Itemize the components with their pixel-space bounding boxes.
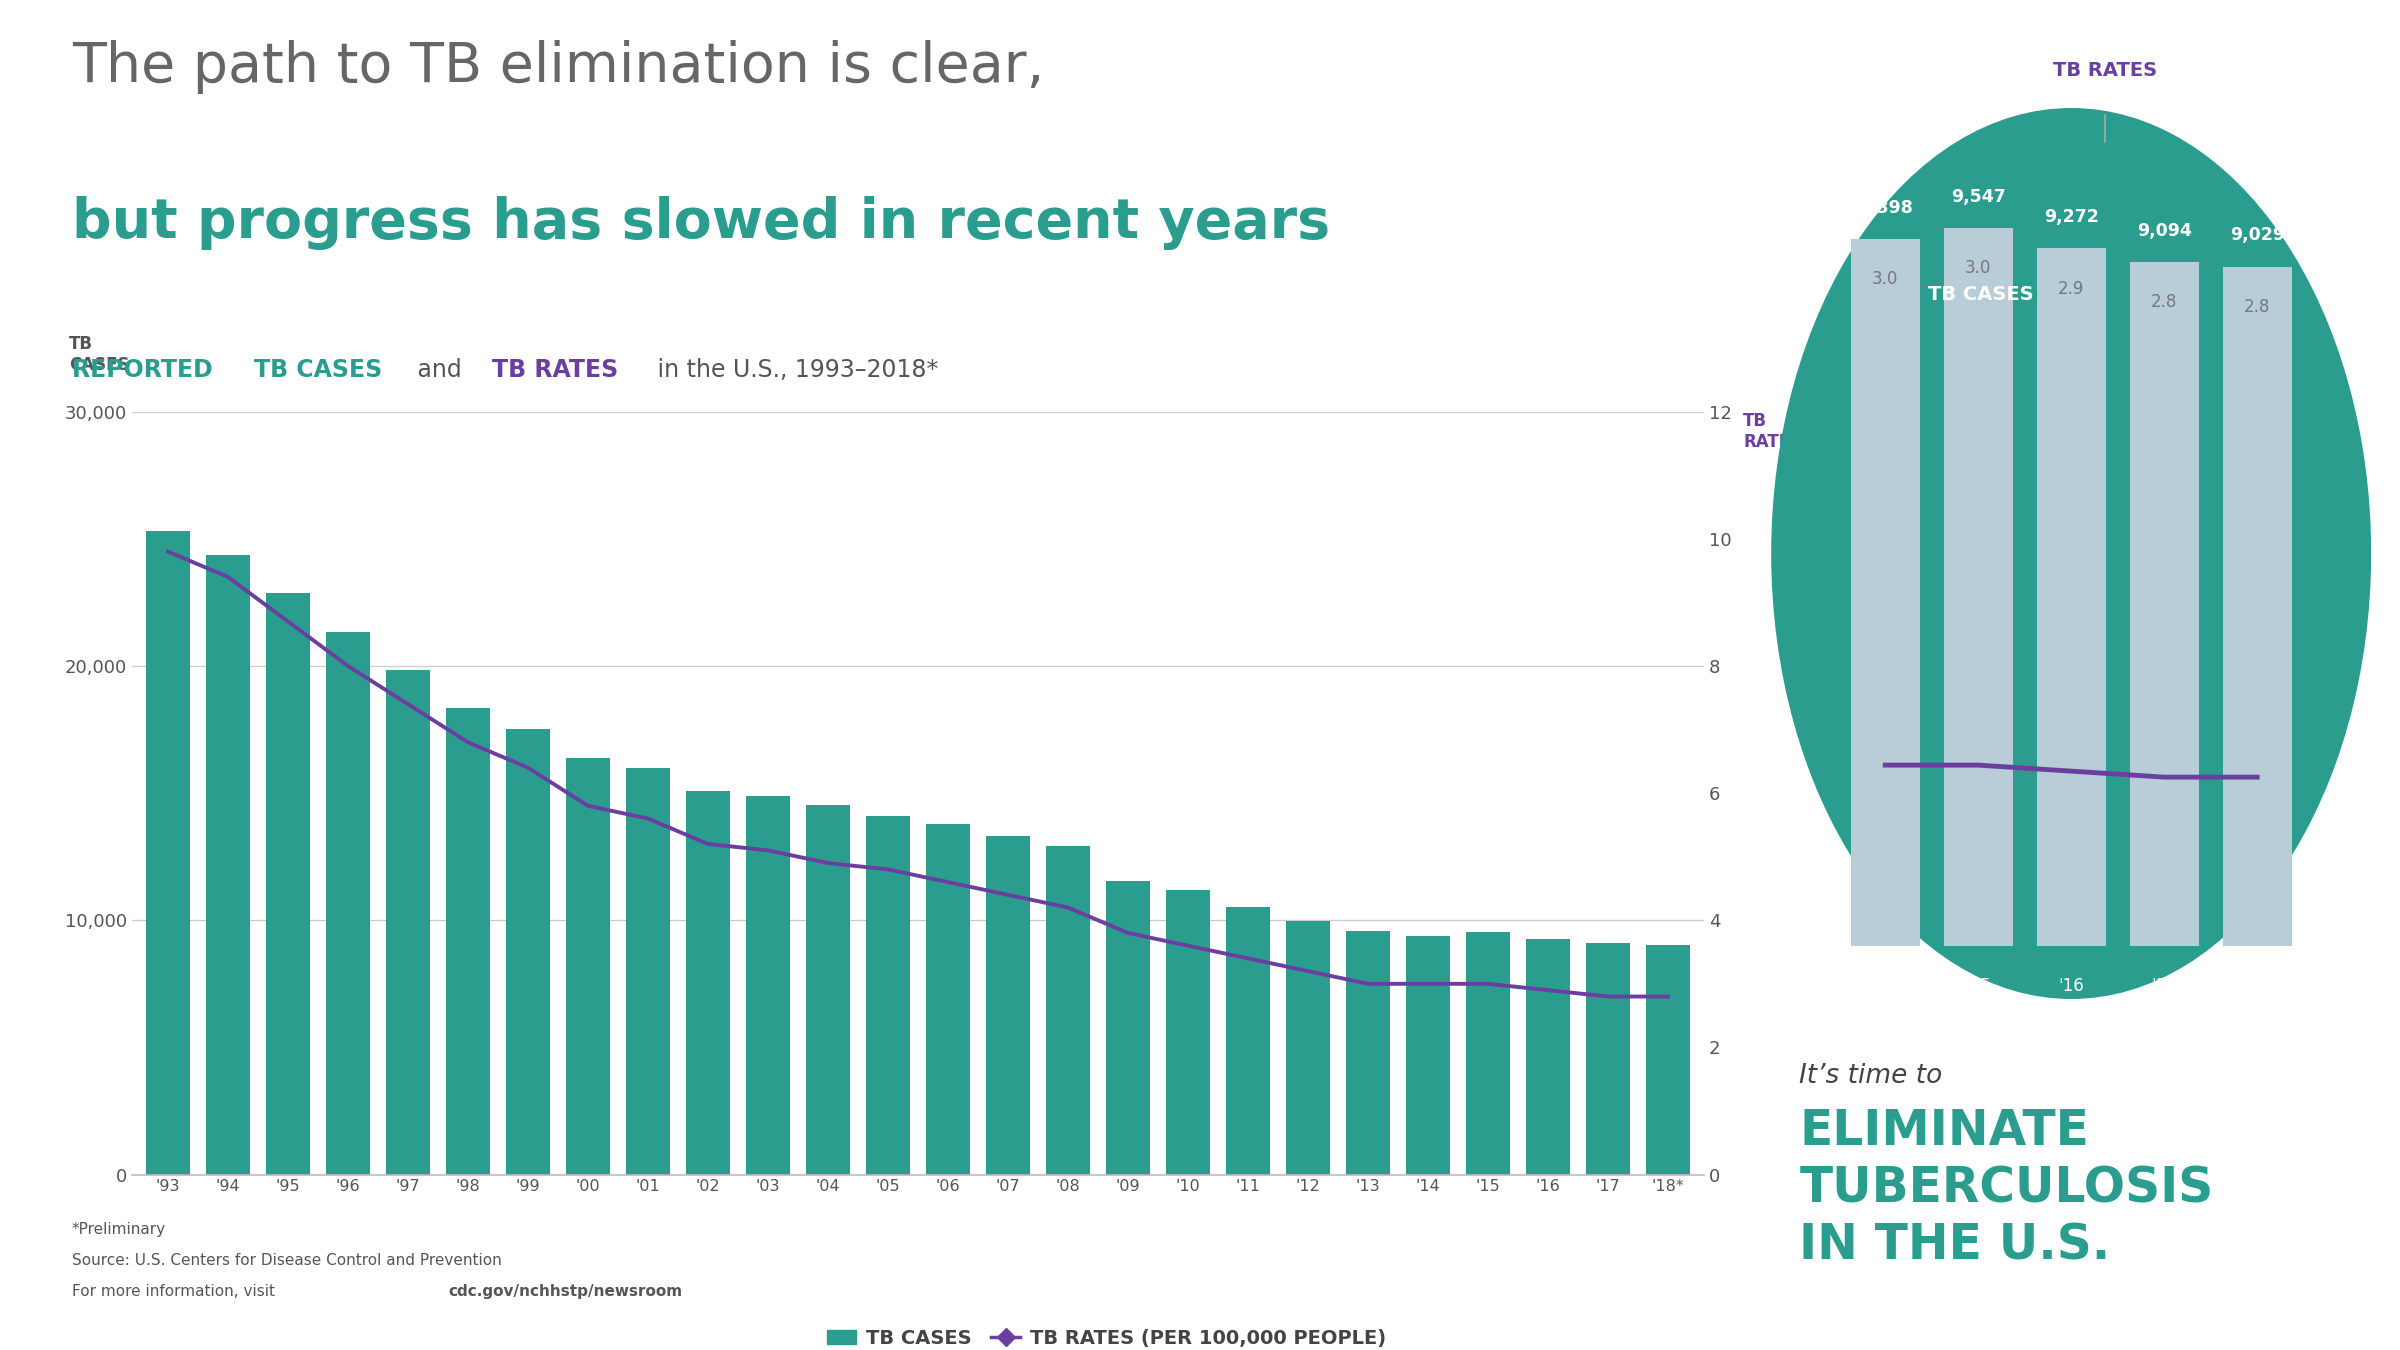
- Text: Source: U.S. Centers for Disease Control and Prevention: Source: U.S. Centers for Disease Control…: [72, 1253, 502, 1268]
- Bar: [1106, 882, 1150, 1174]
- Bar: [1526, 938, 1570, 1174]
- Text: For more information, visit: For more information, visit: [72, 1284, 281, 1299]
- Bar: [266, 593, 310, 1174]
- Bar: [806, 806, 850, 1174]
- Text: TB CASES: TB CASES: [254, 358, 382, 382]
- Text: 2.8: 2.8: [2244, 298, 2270, 316]
- Text: REPORTED: REPORTED: [72, 358, 221, 382]
- Text: 9,094: 9,094: [2136, 221, 2191, 239]
- Legend: TB CASES, TB RATES (PER 100,000 PEOPLE): TB CASES, TB RATES (PER 100,000 PEOPLE): [818, 1320, 1394, 1350]
- Bar: [746, 796, 790, 1174]
- Bar: [566, 759, 610, 1174]
- Text: 9,272: 9,272: [2045, 208, 2098, 227]
- Bar: [2129, 262, 2198, 945]
- Text: 9,029: 9,029: [2230, 227, 2285, 244]
- Text: but progress has slowed in recent years: but progress has slowed in recent years: [72, 196, 1330, 250]
- Text: in the U.S., 1993–2018*: in the U.S., 1993–2018*: [650, 358, 938, 382]
- Bar: [1850, 239, 1920, 945]
- Text: 2.9: 2.9: [2059, 279, 2083, 297]
- Bar: [446, 707, 490, 1174]
- Bar: [146, 531, 190, 1174]
- Text: 2.8: 2.8: [2150, 293, 2177, 310]
- Text: TB
CASES: TB CASES: [70, 336, 130, 374]
- Bar: [1226, 907, 1270, 1174]
- Bar: [626, 768, 670, 1174]
- Text: ELIMINATE
TUBERCULOSIS
IN THE U.S.: ELIMINATE TUBERCULOSIS IN THE U.S.: [1800, 1107, 2213, 1270]
- Bar: [506, 729, 550, 1174]
- Bar: [1046, 846, 1090, 1174]
- Bar: [2222, 267, 2292, 945]
- Bar: [986, 837, 1030, 1174]
- Text: TB CASES: TB CASES: [1927, 285, 2035, 304]
- Text: It’s time to: It’s time to: [1800, 1064, 1942, 1089]
- Bar: [1166, 890, 1210, 1174]
- Bar: [1586, 944, 1630, 1174]
- Bar: [926, 824, 970, 1174]
- Bar: [326, 632, 370, 1174]
- Text: '15: '15: [1966, 977, 1992, 995]
- Text: '18: '18: [2244, 977, 2270, 995]
- Text: 3.0: 3.0: [1966, 259, 1992, 277]
- Text: '16: '16: [2059, 977, 2083, 995]
- Text: and: and: [410, 358, 470, 382]
- Circle shape: [1771, 108, 2371, 999]
- Bar: [2038, 248, 2105, 945]
- Text: TB
RATES: TB RATES: [1742, 412, 1802, 451]
- Bar: [1944, 228, 2014, 945]
- Bar: [1406, 936, 1450, 1174]
- Text: 9,547: 9,547: [1951, 188, 2006, 205]
- Text: 3.0: 3.0: [1872, 270, 1898, 288]
- Bar: [1466, 931, 1510, 1174]
- Bar: [386, 670, 430, 1174]
- Text: TB RATES: TB RATES: [2052, 61, 2158, 80]
- Bar: [1346, 931, 1390, 1174]
- Text: cdc.gov/nchhstp/newsroom: cdc.gov/nchhstp/newsroom: [449, 1284, 684, 1299]
- Bar: [1646, 945, 1690, 1174]
- Text: 9,398: 9,398: [1858, 198, 1913, 217]
- Text: '17: '17: [2150, 977, 2177, 995]
- Text: The path to TB elimination is clear,: The path to TB elimination is clear,: [72, 40, 1044, 94]
- Text: TB RATES: TB RATES: [492, 358, 619, 382]
- Text: '14: '14: [1872, 977, 1898, 995]
- Bar: [206, 555, 250, 1174]
- Bar: [1286, 922, 1330, 1174]
- Bar: [866, 817, 910, 1174]
- Bar: [686, 791, 730, 1174]
- Text: *Preliminary: *Preliminary: [72, 1222, 166, 1237]
